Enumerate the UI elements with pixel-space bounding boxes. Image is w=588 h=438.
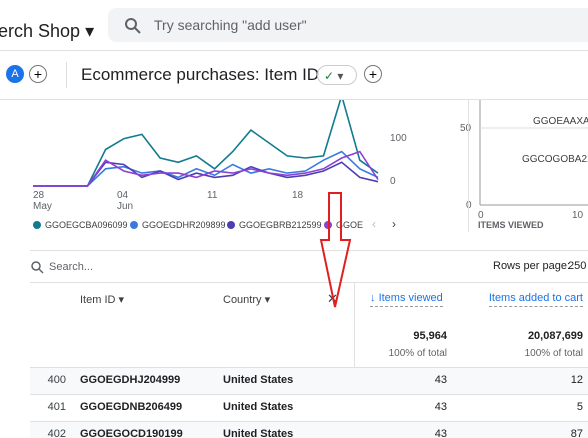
row-bg [30, 421, 588, 438]
property-name[interactable]: erch Shop ▾ [0, 21, 95, 41]
annotation-arrow [319, 192, 352, 308]
total: 95,964 [413, 330, 447, 342]
divider [468, 100, 469, 232]
item-id: GGOEGOCD190199 [80, 428, 183, 438]
header-text: Country [223, 294, 262, 306]
y-tick-label: 100 [390, 133, 407, 144]
search-box[interactable] [108, 8, 588, 42]
x-axis-label: ITEMS VIEWED [478, 220, 544, 230]
table-search[interactable]: Search... [49, 261, 94, 273]
column-header[interactable]: Items added to cart [488, 292, 583, 307]
x-tick-label: 28 May [33, 190, 52, 212]
legend-label: GGOEGCBA096099 [45, 220, 128, 230]
series-line [33, 150, 379, 187]
item-id: GGOEGDNB206499 [80, 401, 183, 413]
rows-per-page[interactable]: 250 [568, 260, 587, 272]
legend-label: GGOE [336, 220, 363, 230]
divider [30, 282, 588, 283]
x-tick-label: 10 [572, 210, 584, 221]
x-tick-label: 04 Jun [117, 190, 133, 212]
country: United States [223, 374, 294, 386]
rows-per-page-label: Rows per page: [493, 260, 571, 272]
items-viewed: 43 [434, 401, 447, 413]
point-label: GGCOGOBA21 [522, 154, 588, 165]
top-bar [0, 0, 588, 51]
row-bg [30, 367, 588, 395]
header-text: Items viewed [378, 292, 443, 304]
y-tick-label: 50 [460, 123, 472, 134]
row-number: 401 [47, 401, 66, 413]
total-sub: 100% of total [388, 348, 447, 359]
header-text: Item ID [80, 294, 116, 306]
report-title: Ecommerce purchases: Item ID [81, 65, 320, 84]
items-added: 12 [570, 374, 583, 386]
column-header[interactable]: Country ▾ [223, 294, 271, 306]
total-sub: 100% of total [524, 348, 583, 359]
divider [354, 283, 355, 367]
legend-label: GGOEGBRB212599 [239, 220, 322, 230]
y-tick-label: 0 [466, 200, 472, 211]
country: United States [223, 401, 294, 413]
items-viewed: 43 [434, 374, 447, 386]
add-button[interactable]: + [364, 65, 382, 83]
status-chip[interactable]: ✓ ▾ [317, 65, 357, 85]
search-icon [31, 261, 44, 274]
items-added: 87 [570, 428, 583, 438]
legend-prev: ‹ [372, 217, 376, 231]
legend-label: GGOEGDHR209899 [142, 220, 226, 230]
x-tick-label: 18 [292, 190, 304, 201]
avatar[interactable]: A [6, 65, 24, 83]
items-added: 5 [576, 401, 583, 413]
legend-dot [130, 221, 138, 229]
legend-next: › [392, 217, 396, 231]
items-viewed: 43 [434, 428, 447, 438]
point-label: GGOEAAXA1 [533, 116, 588, 127]
row-number: 400 [47, 374, 66, 386]
add-button[interactable]: + [29, 65, 47, 83]
legend-dot [227, 221, 235, 229]
x-tick-label: 0 [478, 210, 484, 221]
divider [66, 62, 67, 88]
divider [30, 250, 588, 251]
search-icon [125, 18, 141, 34]
total: 20,087,699 [527, 330, 583, 342]
property-text: erch Shop [0, 21, 81, 41]
y-tick-label: 0 [390, 176, 396, 187]
column-header[interactable]: Item ID ▾ [80, 294, 125, 306]
column-header[interactable]: ↓ Items viewed [370, 292, 443, 307]
country: United States [223, 428, 294, 438]
row-number: 402 [47, 428, 66, 438]
tab-bar [0, 51, 588, 100]
x-tick-label: 11 [207, 190, 218, 201]
legend-dot [33, 221, 41, 229]
row-bg [30, 394, 588, 422]
series-line [33, 100, 379, 187]
search-placeholder: Try searching "add user" [154, 17, 307, 33]
item-id: GGOEGDHJ204999 [80, 374, 181, 386]
